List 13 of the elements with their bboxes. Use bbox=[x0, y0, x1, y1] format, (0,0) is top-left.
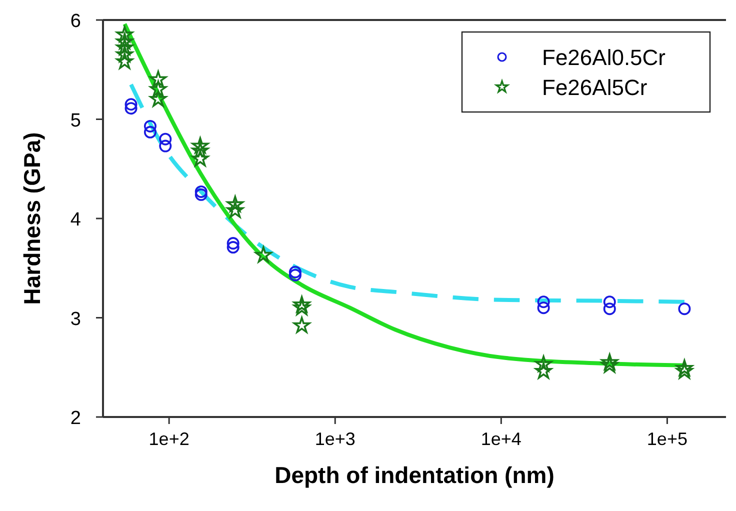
y-tick-label: 2 bbox=[70, 408, 81, 429]
y-tick-label: 6 bbox=[70, 11, 81, 32]
y-tick-label: 3 bbox=[70, 308, 81, 330]
x-tick-label: 1e+5 bbox=[646, 429, 688, 449]
y-tick-label: 4 bbox=[70, 210, 82, 230]
x-tick-label: 1e+2 bbox=[148, 429, 190, 449]
y-axis-title: Hardness (GPa) bbox=[19, 132, 45, 305]
legend-label: Fe26Al0.5Cr bbox=[542, 45, 666, 70]
x-axis-title: Depth of indentation (nm) bbox=[274, 462, 554, 488]
x-tick-label: 1e+3 bbox=[314, 429, 356, 449]
y-tick-label: 5 bbox=[70, 110, 81, 132]
legend-label: Fe26Al5Cr bbox=[542, 75, 648, 100]
x-tick-label: 1e+4 bbox=[480, 429, 522, 449]
